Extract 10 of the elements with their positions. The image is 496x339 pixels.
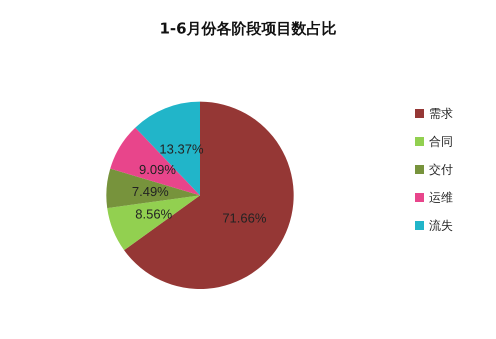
legend-label: 合同 xyxy=(429,134,453,148)
legend-label: 需求 xyxy=(429,106,453,120)
data-label: 8.56% xyxy=(135,206,173,222)
legend-label: 流失 xyxy=(429,218,453,232)
legend-label: 运维 xyxy=(429,190,453,204)
chart-title: 1-6月份各阶段项目数占比 xyxy=(159,20,337,38)
legend-label: 交付 xyxy=(429,162,453,176)
data-label: 71.66% xyxy=(222,210,267,226)
data-label: 7.49% xyxy=(132,184,170,200)
data-label: 9.09% xyxy=(139,162,176,177)
